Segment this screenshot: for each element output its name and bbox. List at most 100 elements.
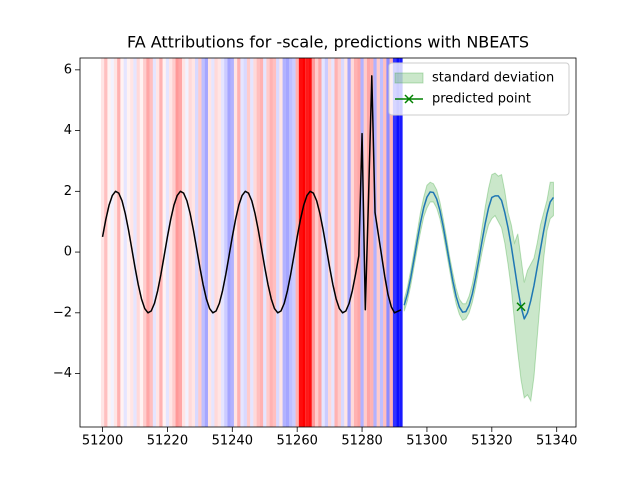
attribution-stripe (315, 58, 319, 427)
attribution-stripe (344, 58, 348, 427)
attribution-stripe (292, 58, 296, 427)
data-line (403, 191, 555, 320)
data-line (101, 75, 402, 314)
attribution-stripe (214, 58, 218, 427)
attribution-stripe (240, 58, 244, 427)
y-tick-label: 6 (64, 62, 72, 77)
attribution-stripe (107, 58, 111, 427)
attribution-stripe (123, 58, 127, 427)
attribution-stripe (110, 58, 114, 427)
attribution-stripe (146, 58, 150, 427)
attribution-stripe (308, 58, 312, 427)
attribution-stripe (207, 58, 212, 427)
x-tick-label: 51320 (471, 434, 512, 449)
attribution-stripe (363, 58, 367, 427)
attribution-stripe (370, 58, 374, 427)
attribution-stripe (194, 58, 199, 427)
attribution-stripe (162, 58, 166, 427)
attribution-stripe (246, 58, 251, 427)
attribution-stripe (256, 58, 260, 427)
attribution-stripe (143, 58, 147, 427)
attribution-stripe (165, 58, 170, 427)
attribution-stripe (305, 58, 309, 427)
attribution-stripe (130, 58, 134, 427)
attribution-stripe (198, 58, 202, 427)
attribution-stripe (175, 58, 179, 427)
attribution-stripe (282, 58, 286, 427)
legend: standard deviation predicted point (388, 62, 570, 116)
attribution-stripe (276, 58, 280, 427)
x-tick-label: 51340 (536, 434, 577, 449)
attribution-stripe (269, 58, 273, 427)
attribution-stripe (285, 58, 290, 427)
attribution-stripe (272, 58, 277, 427)
attribution-stripe (266, 58, 270, 427)
attribution-stripe (389, 58, 393, 427)
attribution-stripe (373, 58, 377, 427)
x-tick-label: 51300 (406, 434, 447, 449)
attribution-stripe (337, 58, 341, 427)
attribution-stripe (224, 58, 228, 427)
attribution-stripe (366, 58, 371, 427)
attribution-stripe (350, 58, 354, 427)
attribution-stripe (185, 58, 189, 427)
legend-swatch (394, 72, 424, 84)
attribution-stripe (243, 58, 247, 427)
legend-box (388, 62, 570, 116)
attribution-stripe (289, 58, 293, 427)
attribution-stripe (279, 58, 283, 427)
legend-label: standard deviation (432, 71, 554, 86)
y-tick-label: 2 (64, 184, 72, 199)
attribution-stripe (295, 58, 299, 427)
attribution-stripe (334, 58, 338, 427)
legend-marker (404, 94, 414, 104)
attribution-stripe (211, 58, 215, 427)
attribution-stripe (156, 58, 160, 427)
x-tick-label: 51280 (341, 434, 382, 449)
attribution-stripe (253, 58, 257, 427)
attribution-stripe (399, 58, 403, 427)
attribution-stripe (178, 58, 183, 427)
attribution-stripe (383, 58, 387, 427)
attribution-stripe (250, 58, 254, 427)
attribution-stripe (392, 58, 397, 427)
attribution-stripe (353, 58, 358, 427)
attribution-stripe (139, 58, 144, 427)
x-tick-label: 51200 (82, 434, 123, 449)
marker (516, 302, 526, 312)
attribution-stripe (331, 58, 335, 427)
attribution-stripe (182, 58, 186, 427)
x-tick-label: 51260 (277, 434, 318, 449)
y-tick-label: −4 (53, 366, 72, 381)
attribution-stripe (201, 58, 205, 427)
chart-title: FA Attributions for -scale, predictions … (127, 33, 529, 52)
attribution-stripe (191, 58, 195, 427)
attribution-stripe (328, 58, 332, 427)
attribution-stripe (298, 58, 303, 427)
attribution-stripe (204, 58, 208, 427)
attribution-stripe (227, 58, 231, 427)
attribution-stripe (159, 58, 163, 427)
y-tick-label: 4 (64, 123, 72, 138)
attribution-stripe (113, 58, 118, 427)
legend-label: predicted point (432, 92, 531, 107)
attribution-stripe (217, 58, 221, 427)
attribution-stripe (104, 58, 108, 427)
attribution-stripe (360, 58, 364, 427)
attribution-stripe (188, 58, 192, 427)
plot-frame (79, 57, 577, 428)
y-tick-label: −2 (53, 305, 72, 320)
std-band (403, 172, 554, 403)
attribution-stripe (136, 58, 140, 427)
attribution-stripe (311, 58, 316, 427)
attribution-stripe (259, 58, 264, 427)
attribution-stripe (318, 58, 322, 427)
attribution-stripe (340, 58, 345, 427)
attribution-stripe (376, 58, 380, 427)
attribution-stripe (172, 58, 176, 427)
attribution-stripe (169, 58, 173, 427)
attribution-stripe (396, 58, 400, 427)
attribution-stripe (386, 58, 390, 427)
